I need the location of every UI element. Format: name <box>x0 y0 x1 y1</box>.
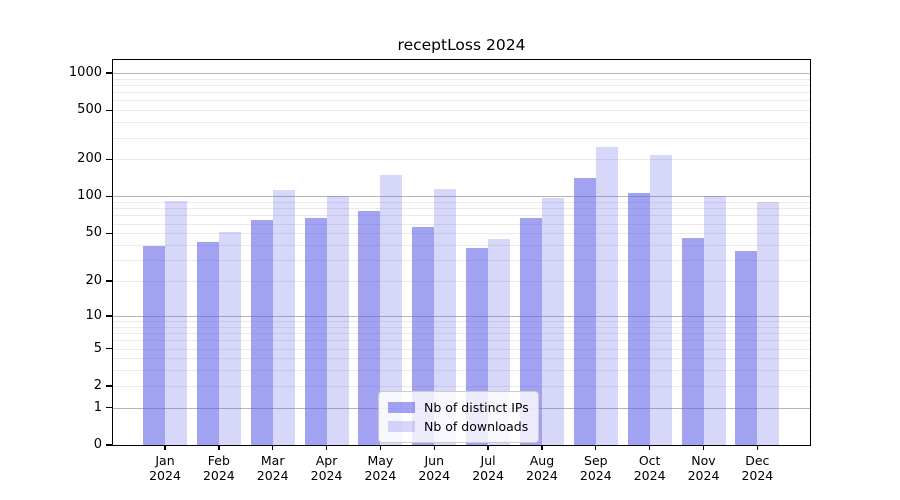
x-tick-mark <box>325 445 328 450</box>
bar-downloads <box>649 155 672 445</box>
x-tick-mark <box>541 445 543 450</box>
minor-gridline <box>113 122 810 124</box>
y-tick-label: 1 <box>93 399 102 415</box>
x-tick-mark <box>379 445 382 450</box>
bar-downloads <box>165 200 187 445</box>
legend-item-downloads: Nb of downloads <box>388 417 529 436</box>
x-tick-mark <box>702 445 705 450</box>
bar-downloads <box>272 189 295 445</box>
legend-item-distinct-ips: Nb of distinct IPs <box>388 398 529 417</box>
y-tick-label: 5 <box>93 340 102 356</box>
y-tick-label: 2 <box>93 378 102 394</box>
x-tick-mark <box>272 445 274 450</box>
bar-downloads <box>326 196 349 445</box>
bar-distinct-ips <box>519 217 542 445</box>
y-tick-mark <box>106 109 113 111</box>
minor-gridline <box>113 100 810 102</box>
y-tick-label: 20 <box>85 273 102 289</box>
x-tick-mark <box>648 445 651 450</box>
x-tick-mark <box>595 445 597 450</box>
x-tick-mark <box>164 445 166 450</box>
y-tick-mark <box>106 385 113 387</box>
y-tick-label: 10 <box>85 308 102 324</box>
minor-gridline <box>113 110 810 112</box>
y-tick-mark <box>106 315 113 317</box>
minor-gridline <box>113 137 810 139</box>
x-tick-label: Jul 2024 <box>472 453 504 483</box>
x-tick-label: Jan 2024 <box>149 453 181 483</box>
x-tick-label: May 2024 <box>364 453 397 483</box>
bar-downloads <box>380 174 403 445</box>
bar-distinct-ips <box>412 227 435 445</box>
plot-area: 0 1 2 5 10 20 50 100 200 500 1000 Jan 2024 Feb 2024 Mar… <box>69 59 811 483</box>
bar-distinct-ips <box>681 237 704 445</box>
y-tick-mark <box>106 280 113 282</box>
bar-downloads <box>757 202 780 445</box>
minor-gridline <box>113 84 810 86</box>
x-tick-mark <box>218 445 220 450</box>
x-tick-label: Nov 2024 <box>687 453 720 483</box>
x-tick-label: Dec 2024 <box>741 453 774 483</box>
legend: Nb of distinct IPs Nb of downloads <box>378 391 539 443</box>
y-tick-mark <box>106 232 113 234</box>
chart-title: receptLoss 2024 <box>397 36 526 54</box>
bar-distinct-ips <box>304 217 327 445</box>
minor-gridline <box>113 159 810 161</box>
x-tick-mark <box>433 445 435 450</box>
y-tick-mark <box>106 347 113 350</box>
y-tick-mark <box>106 195 113 198</box>
bar-downloads <box>595 147 618 445</box>
x-tick-mark <box>756 445 759 450</box>
bar-distinct-ips <box>196 242 219 445</box>
x-tick-label: Apr 2024 <box>310 453 343 483</box>
bar-distinct-ips <box>735 250 758 445</box>
x-tick-label: Jun 2024 <box>418 453 451 483</box>
bar-distinct-ips <box>250 220 273 445</box>
y-tick-label: 200 <box>77 151 102 167</box>
bar-distinct-ips <box>627 193 650 445</box>
legend-swatch-distinct-ips-icon <box>388 402 415 413</box>
legend-label-downloads: Nb of downloads <box>424 419 529 434</box>
minor-gridline <box>113 78 810 80</box>
y-tick-label: 0 <box>93 437 102 453</box>
y-tick-label: 50 <box>85 225 102 241</box>
legend-label-distinct-ips: Nb of distinct IPs <box>424 400 529 415</box>
x-tick-label: Mar 2024 <box>256 453 289 483</box>
y-tick-mark <box>106 406 113 409</box>
x-tick-label: Feb 2024 <box>202 453 235 483</box>
bar-downloads <box>541 198 564 445</box>
x-tick-label: Oct 2024 <box>633 453 666 483</box>
y-tick-mark <box>106 444 113 446</box>
bar-downloads <box>218 232 241 445</box>
minor-gridline <box>113 92 810 94</box>
bar-distinct-ips <box>358 211 381 445</box>
y-tick-label: 1000 <box>68 65 102 81</box>
bar-distinct-ips <box>573 177 596 445</box>
bar-downloads <box>434 189 457 445</box>
x-tick-mark <box>487 445 489 450</box>
major-gridline <box>113 72 810 74</box>
bar-distinct-ips <box>143 246 165 445</box>
y-tick-label: 100 <box>77 188 102 204</box>
x-tick-label: Aug 2024 <box>526 453 558 483</box>
x-tick-label: Sep 2024 <box>579 453 612 483</box>
bar-downloads <box>703 196 726 445</box>
y-tick-label: 500 <box>77 102 102 118</box>
y-tick-mark <box>106 158 113 161</box>
legend-swatch-downloads-icon <box>388 421 415 432</box>
y-tick-mark <box>106 72 113 74</box>
